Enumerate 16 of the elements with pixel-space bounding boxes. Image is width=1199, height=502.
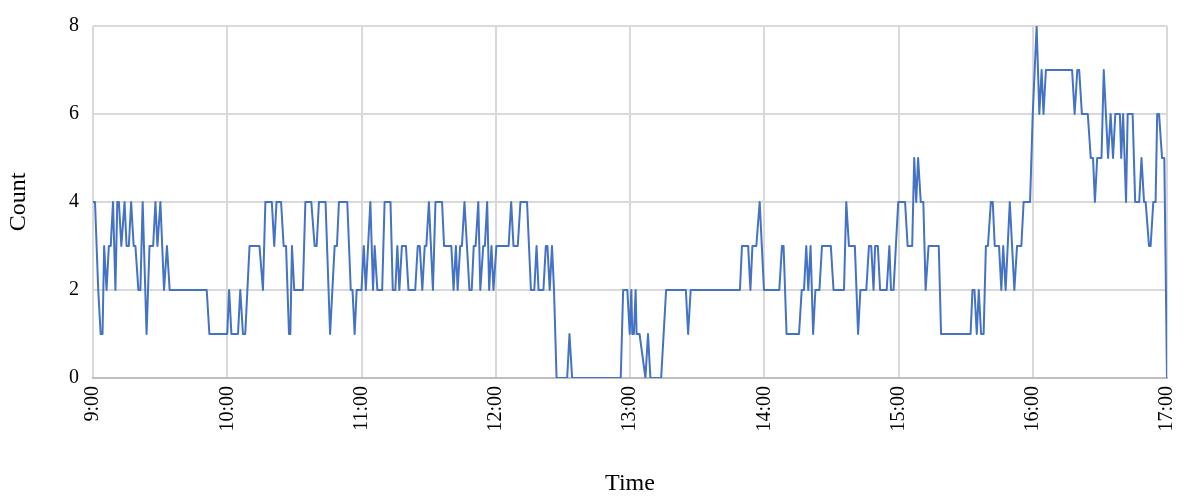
y-tick-label: 4 [69, 189, 79, 212]
x-tick-label: 13:00 [617, 386, 640, 432]
y-tick-label: 0 [69, 365, 79, 388]
y-tick-label: 6 [69, 101, 79, 124]
y-tick-label: 2 [69, 277, 79, 300]
x-tick-label: 16:00 [1020, 386, 1042, 432]
x-tick-label: 15:00 [885, 386, 908, 432]
x-axis-title: Time [605, 468, 655, 495]
x-tick-label: 11:00 [348, 386, 371, 431]
x-tick-label: 12:00 [483, 386, 505, 432]
x-tick-label: 10:00 [214, 386, 237, 432]
x-tick-label: 17:00 [1154, 386, 1177, 432]
y-axis-title: Count [3, 172, 30, 232]
x-tick-label: 14:00 [751, 386, 774, 432]
y-tick-label: 8 [69, 13, 79, 36]
x-tick-label: 9:00 [80, 386, 103, 422]
